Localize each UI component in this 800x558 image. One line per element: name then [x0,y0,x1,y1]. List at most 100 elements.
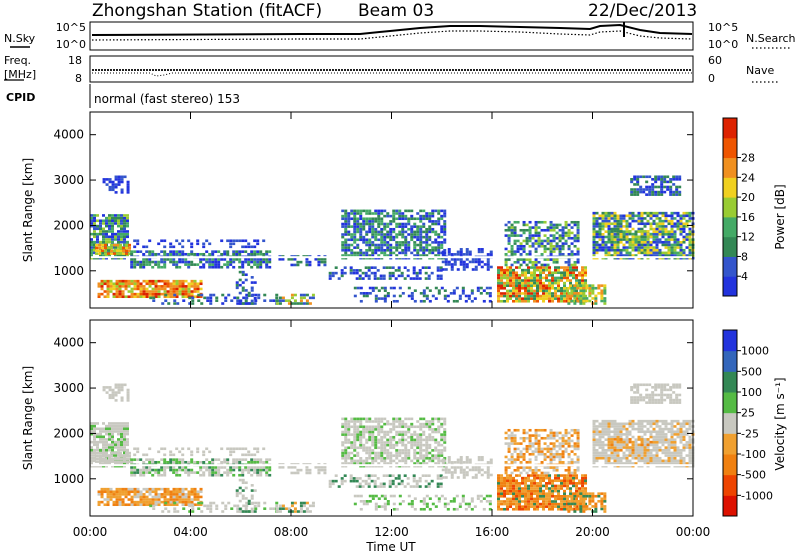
power-cell [184,258,187,261]
power-cell [536,282,539,285]
velocity-cell [505,469,508,472]
velocity-cell [226,471,229,474]
power-cell [577,240,580,243]
power-cell [536,292,539,295]
power-cell [303,294,306,297]
power-cell [645,181,648,184]
power-cell [569,279,572,282]
velocity-cell [515,508,518,511]
power-cell [457,253,460,256]
velocity-cell [294,507,297,510]
velocity-cell [551,490,554,493]
power-cell [529,229,532,232]
velocity-cell [569,492,572,495]
power-cell [541,242,544,245]
power-cell [117,217,120,220]
velocity-cell [581,487,584,490]
power-cell [98,249,101,252]
velocity-cell [416,457,419,460]
power-cell [175,261,178,264]
power-cell [569,271,572,274]
power-cell [282,299,285,302]
velocity-cell [344,423,347,426]
velocity-cell [350,446,353,449]
power-cell [392,275,395,278]
power-cell [305,258,308,261]
power-cell [175,266,178,269]
power-cell [641,222,644,225]
velocity-cell [497,474,500,477]
power-cell [160,258,163,261]
power-cell [181,253,184,256]
power-cell [259,253,262,256]
velocity-cell [188,498,191,501]
velocity-cell [560,485,563,488]
velocity-cell [419,480,422,483]
power-cell [341,217,344,220]
velocity-cell [300,510,303,513]
velocity-cell [469,459,472,462]
power-cell [148,250,151,253]
power-cell [350,244,353,247]
velocity-cell [175,474,178,477]
power-cell [401,249,404,252]
power-cell [392,266,395,269]
power-cell [533,297,536,300]
velocity-cell [223,458,226,461]
power-cell [250,246,253,249]
power-cell [194,282,197,285]
velocity-cell [374,439,377,442]
power-cell [389,231,392,234]
velocity-cell [539,485,542,488]
velocity-cell [305,469,308,472]
power-cell [677,220,680,223]
power-cell [617,228,620,231]
power-cell [151,266,154,269]
power-cell [190,263,193,266]
power-cell [125,295,128,298]
power-cell [344,266,347,269]
power-cell [605,249,608,252]
velocity-cell [383,452,386,455]
power-cell [398,275,401,278]
velocity-cell [539,482,542,485]
power-cell [636,175,639,178]
power-cell [550,258,553,261]
power-cell [202,266,205,269]
power-cell [353,217,356,220]
power-cell [200,280,203,283]
power-cell [503,269,506,272]
velocity-cell [182,503,185,506]
velocity-cell [290,466,293,469]
velocity-cell [500,503,503,506]
velocity-cell [110,452,113,455]
power-cell [110,249,113,252]
velocity-cell [197,498,200,501]
power-cell [605,246,608,249]
velocity-cell [114,425,117,428]
power-cell [539,277,542,280]
power-cell [574,261,577,264]
power-cell [419,233,422,236]
velocity-cell [413,441,416,444]
velocity-cell [262,461,265,464]
power-cell [463,268,466,271]
velocity-cell [185,501,188,504]
power-cell [653,212,656,215]
power-cell [456,287,459,290]
velocity-cell [542,505,545,508]
velocity-cell [110,490,113,493]
velocity-cell [366,500,369,503]
velocity-cell [253,471,256,474]
velocity-cell [551,503,554,506]
velocity-cell [120,449,123,452]
power-cell [577,226,580,229]
velocity-cell [444,503,447,506]
power-cell [419,228,422,231]
velocity-cell [536,477,539,480]
power-cell [551,300,554,303]
power-cell [256,253,259,256]
power-cell [451,258,454,261]
power-cell [626,246,629,249]
power-cell [134,285,137,288]
